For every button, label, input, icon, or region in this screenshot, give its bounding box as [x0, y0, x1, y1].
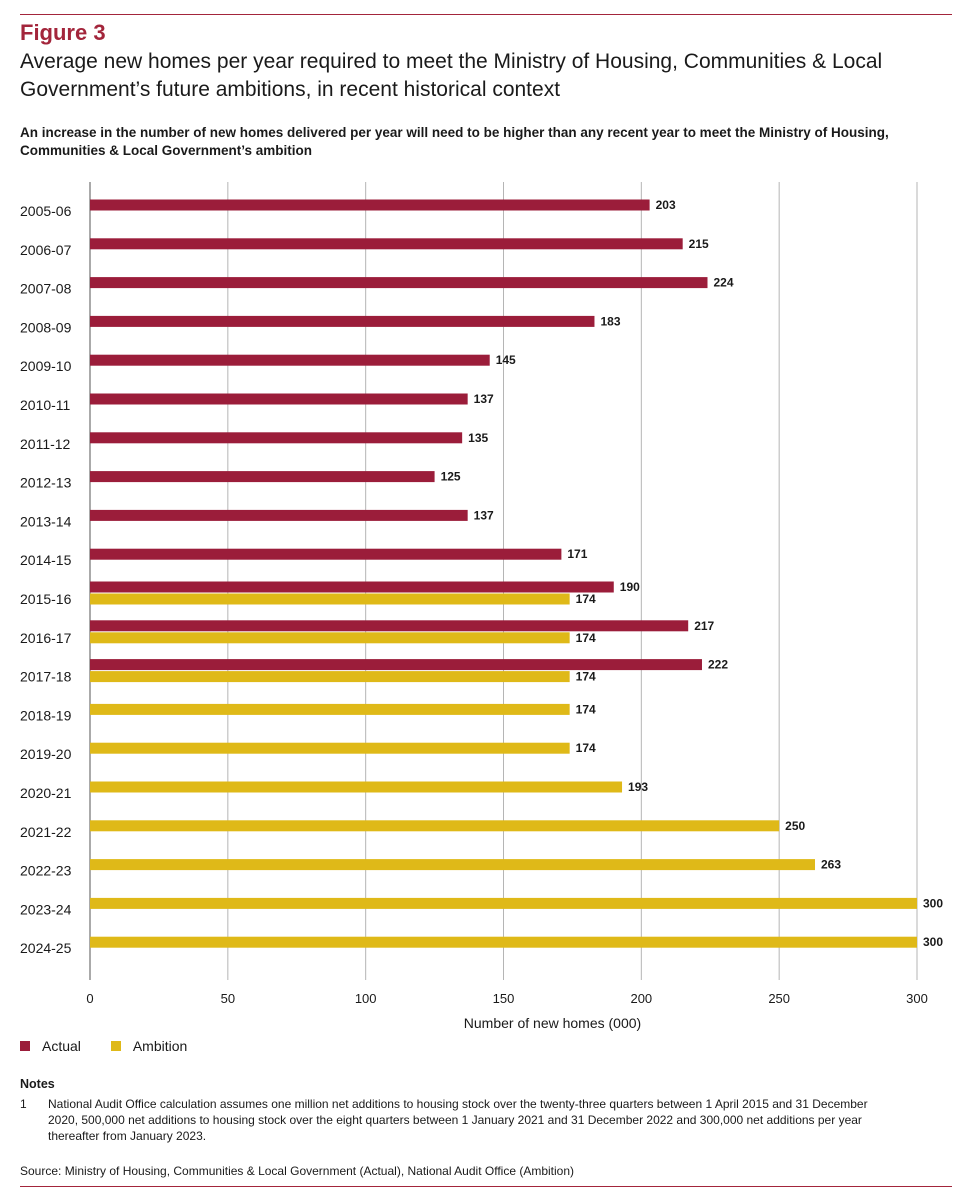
data-label-ambition: 300 — [923, 935, 943, 949]
data-label-actual: 135 — [468, 431, 488, 445]
data-label-ambition: 174 — [576, 741, 596, 755]
x-tick-label: 300 — [906, 991, 928, 1006]
data-label-actual: 224 — [713, 276, 733, 290]
category-label: 2011-12 — [20, 436, 71, 452]
category-label: 2019-20 — [20, 746, 72, 762]
data-label-ambition: 174 — [576, 702, 596, 716]
bar-actual — [90, 620, 689, 632]
category-label: 2022-23 — [20, 863, 72, 879]
data-label-ambition: 300 — [923, 896, 943, 910]
bar-ambition — [90, 671, 570, 683]
category-label: 2008-09 — [20, 319, 72, 335]
category-label: 2015-16 — [20, 591, 72, 607]
bar-actual — [90, 471, 435, 483]
x-tick-label: 200 — [630, 991, 652, 1006]
bar-actual — [90, 509, 468, 521]
bar-ambition — [90, 859, 816, 871]
bar-actual — [90, 659, 702, 671]
top-rule — [20, 14, 952, 15]
bar-ambition — [90, 593, 570, 605]
category-label: 2016-17 — [20, 630, 72, 646]
legend-swatch-actual — [20, 1041, 30, 1051]
data-label-actual: 125 — [441, 470, 461, 484]
bar-ambition — [90, 936, 917, 948]
data-label-actual: 137 — [474, 508, 494, 522]
bar-actual — [90, 199, 650, 211]
x-tick-label: 100 — [355, 991, 377, 1006]
category-label: 2007-08 — [20, 281, 72, 297]
category-label: 2020-21 — [20, 785, 72, 801]
bar-ambition — [90, 781, 623, 793]
data-label-actual: 145 — [496, 353, 516, 367]
data-label-actual: 171 — [567, 547, 587, 561]
bar-actual — [90, 393, 468, 405]
legend-label-actual: Actual — [42, 1038, 81, 1054]
x-tick-label: 150 — [493, 991, 515, 1006]
data-label-ambition: 193 — [628, 780, 648, 794]
category-label: 2014-15 — [20, 552, 72, 568]
data-label-actual: 217 — [694, 619, 714, 633]
category-label: 2006-07 — [20, 242, 72, 258]
bar-actual — [90, 238, 683, 250]
category-label: 2010-11 — [20, 397, 71, 413]
bar-actual — [90, 432, 463, 444]
notes-heading: Notes — [20, 1077, 55, 1091]
category-label: 2024-25 — [20, 940, 72, 956]
bar-ambition — [90, 897, 917, 909]
bar-actual — [90, 581, 614, 593]
figure-label: Figure 3 — [20, 20, 106, 45]
note-number: 1 — [20, 1097, 27, 1111]
x-tick-label: 0 — [86, 991, 93, 1006]
data-label-actual: 190 — [620, 580, 640, 594]
source-text: Source: Ministry of Housing, Communities… — [20, 1164, 575, 1178]
bottom-rule — [20, 1186, 952, 1187]
category-label: 2013-14 — [20, 513, 72, 529]
category-label: 2009-10 — [20, 358, 72, 374]
x-tick-label: 250 — [768, 991, 790, 1006]
legend-item-actual: Actual — [20, 1038, 81, 1054]
x-axis-title: Number of new homes (000) — [464, 1015, 641, 1031]
figure-subtitle: An increase in the number of new homes d… — [20, 125, 889, 158]
legend: Actual Ambition — [20, 1038, 213, 1054]
data-label-actual: 137 — [474, 392, 494, 406]
bar-actual — [90, 548, 562, 560]
data-label-actual: 203 — [656, 198, 676, 212]
data-label-actual: 183 — [600, 314, 620, 328]
category-label: 2023-24 — [20, 901, 72, 917]
bar-ambition — [90, 703, 570, 715]
bar-ambition — [90, 742, 570, 754]
category-label: 2012-13 — [20, 475, 72, 491]
data-label-ambition: 263 — [821, 858, 841, 872]
bar-ambition — [90, 632, 570, 644]
category-label: 2017-18 — [20, 669, 72, 685]
bar-actual — [90, 354, 490, 366]
category-label: 2005-06 — [20, 203, 72, 219]
data-label-ambition: 174 — [576, 631, 596, 645]
x-tick-label: 50 — [221, 991, 235, 1006]
category-label: 2021-22 — [20, 824, 72, 840]
bar-actual — [90, 277, 708, 289]
note-text: National Audit Office calculation assume… — [48, 1097, 868, 1143]
figure-title: Average new homes per year required to m… — [20, 50, 883, 101]
category-label: 2018-19 — [20, 707, 72, 723]
note-item: 1 National Audit Office calculation assu… — [20, 1096, 920, 1144]
legend-swatch-ambition — [110, 1041, 121, 1051]
legend-item-ambition: Ambition — [110, 1038, 188, 1054]
data-label-ambition: 174 — [576, 592, 596, 606]
data-label-actual: 222 — [708, 658, 728, 672]
bar-chart: 2005-06 2006-07 2007-08 2008-09 2009-10 2010-… — [20, 182, 943, 1031]
data-label-ambition: 174 — [576, 670, 596, 684]
data-label-actual: 215 — [689, 237, 709, 251]
legend-label-ambition: Ambition — [132, 1038, 188, 1054]
bar-actual — [90, 315, 595, 327]
data-label-ambition: 250 — [785, 819, 805, 833]
bar-ambition — [90, 820, 780, 832]
